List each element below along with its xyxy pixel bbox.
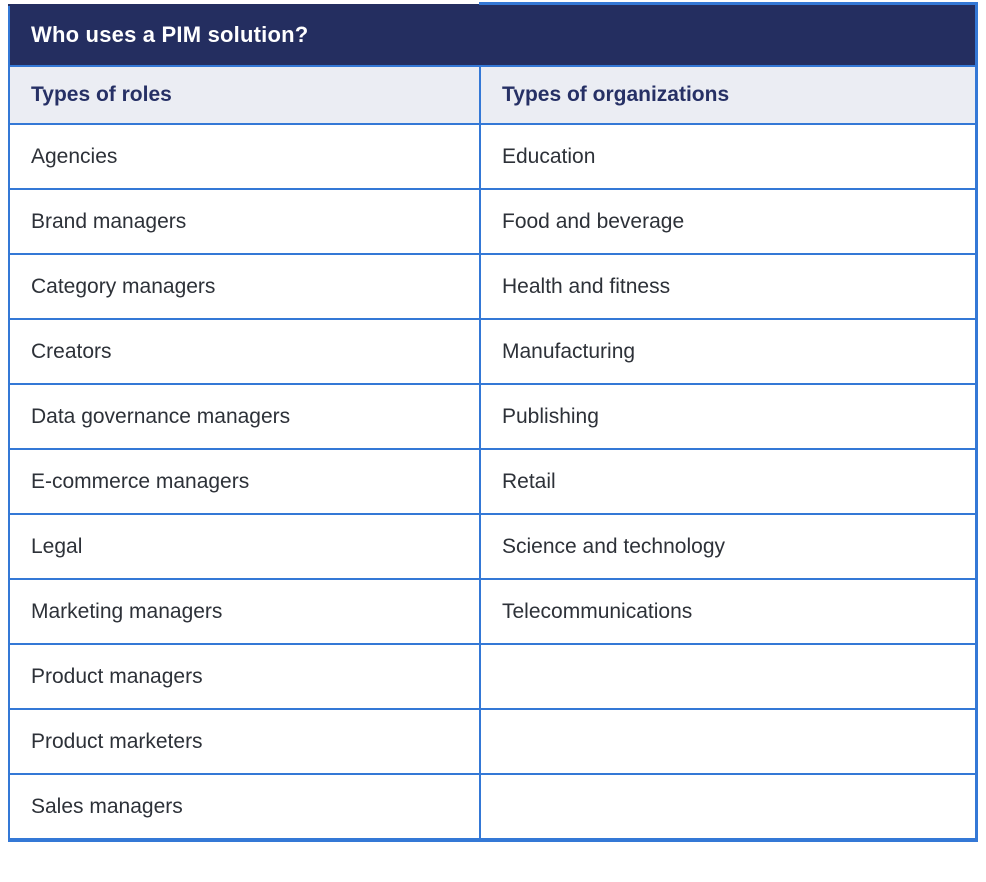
organization-cell: Education	[479, 123, 978, 190]
organization-cell	[479, 708, 978, 775]
table-body: Agencies Education Brand managers Food and …	[8, 123, 978, 841]
pim-users-table: Who uses a PIM solution? Types of roles …	[8, 2, 978, 842]
role-cell: Sales managers	[8, 773, 481, 841]
role-cell: Legal	[8, 513, 481, 580]
role-cell: Marketing managers	[8, 578, 481, 645]
organization-cell	[479, 643, 978, 710]
organization-cell	[479, 773, 978, 841]
table-row: Product managers	[8, 643, 978, 710]
organization-cell: Telecommunications	[479, 578, 978, 645]
table-row: E-commerce managers Retail	[8, 448, 978, 515]
table-row: Legal Science and technology	[8, 513, 978, 580]
column-header-row: Types of roles Types of organizations	[8, 65, 978, 125]
role-cell: Creators	[8, 318, 481, 385]
organization-cell: Manufacturing	[479, 318, 978, 385]
column-header-organizations: Types of organizations	[479, 65, 978, 125]
role-cell: Product marketers	[8, 708, 481, 775]
table-row: Brand managers Food and beverage	[8, 188, 978, 255]
table-row: Agencies Education	[8, 123, 978, 190]
top-border-gap-artifact	[8, 0, 479, 5]
role-cell: Agencies	[8, 123, 481, 190]
role-cell: E-commerce managers	[8, 448, 481, 515]
role-cell: Product managers	[8, 643, 481, 710]
column-header-roles: Types of roles	[8, 65, 481, 125]
table-row: Sales managers	[8, 773, 978, 841]
table-row: Data governance managers Publishing	[8, 383, 978, 450]
table-row: Category managers Health and fitness	[8, 253, 978, 320]
role-cell: Brand managers	[8, 188, 481, 255]
role-cell: Data governance managers	[8, 383, 481, 450]
organization-cell: Health and fitness	[479, 253, 978, 320]
role-cell: Category managers	[8, 253, 481, 320]
table-row: Creators Manufacturing	[8, 318, 978, 385]
organization-cell: Publishing	[479, 383, 978, 450]
organization-cell: Science and technology	[479, 513, 978, 580]
table-row: Product marketers	[8, 708, 978, 775]
title-row: Who uses a PIM solution?	[8, 2, 978, 67]
table-row: Marketing managers Telecommunications	[8, 578, 978, 645]
organization-cell: Retail	[479, 448, 978, 515]
organization-cell: Food and beverage	[479, 188, 978, 255]
table-title: Who uses a PIM solution?	[8, 2, 978, 67]
top-border-navy-line-artifact	[8, 4, 479, 6]
